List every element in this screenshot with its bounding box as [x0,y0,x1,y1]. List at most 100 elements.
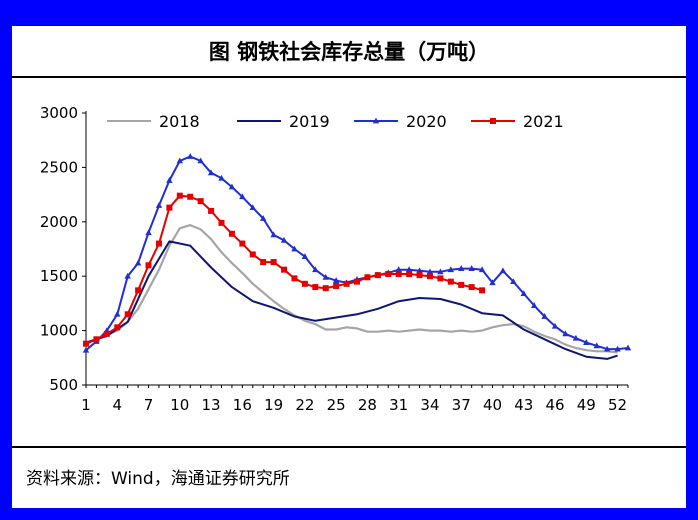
series-2021-point [291,275,298,282]
series-2020-point [82,346,90,353]
series-2020-point [530,302,538,308]
series-2021-point [312,284,319,291]
series-2021-point [416,272,423,279]
series-2021-point [447,278,454,285]
series-2020-line [85,155,629,351]
series-2020-point [416,267,423,274]
series-2020-point [134,259,142,266]
x-tick-label: 31 [389,396,408,414]
series-2020-point [520,290,527,297]
series-2021-point [270,259,277,266]
series-2019-line [85,240,618,360]
x-tick-label: 1 [81,396,91,414]
series-2021-point [354,278,360,285]
legend-marker-2020 [372,117,380,124]
series-2021-point [93,336,100,343]
x-tick-label: 16 [233,396,252,414]
series-2021-point [218,219,225,226]
series-2020-point [249,204,256,211]
source-note: 资料来源：Wind，海通证券研究所 [26,469,290,489]
series-2021-point [187,193,194,200]
series-2020-point [218,174,225,181]
series-2020-point [603,345,611,352]
x-tick-label: 19 [264,396,283,414]
y-tick-label: 1500 [40,267,78,285]
series-2021-point [437,275,444,282]
series-2020-point [583,339,590,345]
series-2021-point [322,285,329,292]
legend-label-2018: 2018 [159,112,200,131]
series-2020-point [489,279,496,286]
x-tick-label: 25 [327,396,346,414]
series-2021-point [395,271,402,278]
series-2020-point [437,268,444,275]
series-2021-point [103,330,110,337]
x-tick-label: 46 [545,396,564,414]
x-tick-label: 7 [144,396,154,414]
footer: 资料来源：Wind，海通证券研究所 [12,446,686,510]
series-2020-point [166,177,173,183]
series-2021-point [249,251,256,258]
series-2020-point [259,215,267,221]
x-tick-label: 52 [608,396,627,414]
series-2021-point [343,280,350,287]
series-2021-point [458,281,465,288]
series-2021-point [124,311,131,318]
series-2020-point [187,153,194,159]
x-tick-label: 22 [295,396,314,414]
series-2021-point [406,271,413,278]
series-2020-point [332,277,340,283]
series-2020-point [593,342,600,349]
series-2020-point [280,236,288,243]
x-tick-label: 43 [514,396,533,414]
series-2020-point [291,245,298,252]
series-2021-point [155,240,162,247]
series-2021-point [239,240,246,247]
series-2021-point [145,262,152,269]
series-2020-point [124,272,131,279]
series-2020-point [145,229,152,236]
series-2021-point [135,287,142,294]
x-tick-label: 10 [170,396,189,414]
x-tick-label: 34 [420,396,439,414]
y-tick-label: 1000 [40,322,78,340]
x-tick-label: 37 [452,396,471,414]
x-tick-label: 28 [358,396,377,414]
series-2020-point [458,265,465,271]
series-2020-point [207,169,215,176]
series-2021-point [114,324,121,331]
series-2018-line [85,224,618,354]
series-2020-point [510,278,517,285]
y-tick-label: 3000 [40,104,78,122]
series-2021-point [228,230,235,237]
series-2020-point [614,345,621,352]
series-2020-point [551,322,559,329]
series-2020-point [301,253,309,260]
x-tick-label: 13 [202,396,221,414]
series-2021-point [479,287,486,294]
line-chart: 500 1000 1500 2000 2500 3000 1 4 7 10 13 16 19 22 25 28… [40,104,632,414]
series-2021-point [197,198,204,205]
series-2021-point [83,340,89,347]
series-2021-point [260,259,267,266]
series-2021-point [281,266,288,273]
series-2020-point [114,310,121,317]
x-tick-label: 49 [577,396,596,414]
series-2020-point [624,344,632,351]
series-2020-point [541,313,548,319]
series-2020-point [270,231,277,238]
series-2020-point [468,265,475,271]
series-2020-point [562,330,569,337]
series-2020-point [322,273,329,280]
y-tick-label: 2500 [40,158,78,176]
x-tick-label: 4 [112,396,122,414]
series-2021-point [333,282,340,289]
series-2021-point [301,280,308,287]
legend-marker-2021 [490,118,496,124]
chart-frame: 图 钢铁社会库存总量（万吨） 500 1000 1500 2000 2500 3000 1 4… [12,26,686,508]
legend-label-2020: 2020 [406,112,447,131]
series-2020-point [176,157,184,164]
series-2021-point [166,204,173,211]
x-tick-label: 40 [483,396,502,414]
series-2020-point [395,266,402,273]
